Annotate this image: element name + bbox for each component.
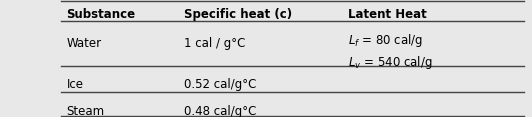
- Text: Steam: Steam: [66, 105, 105, 117]
- Text: 0.52 cal/g°C: 0.52 cal/g°C: [184, 78, 256, 91]
- Text: Ice: Ice: [66, 78, 84, 91]
- Text: 0.48 cal/g°C: 0.48 cal/g°C: [184, 105, 256, 117]
- Text: $L_v$ = 540 cal/g: $L_v$ = 540 cal/g: [348, 54, 433, 71]
- Text: Substance: Substance: [66, 8, 136, 21]
- Text: Specific heat (c): Specific heat (c): [184, 8, 292, 21]
- Text: 1 cal / g°C: 1 cal / g°C: [184, 37, 245, 50]
- Text: Water: Water: [66, 37, 102, 50]
- Text: Latent Heat: Latent Heat: [348, 8, 427, 21]
- Text: $L_f$ = 80 cal/g: $L_f$ = 80 cal/g: [348, 32, 423, 49]
